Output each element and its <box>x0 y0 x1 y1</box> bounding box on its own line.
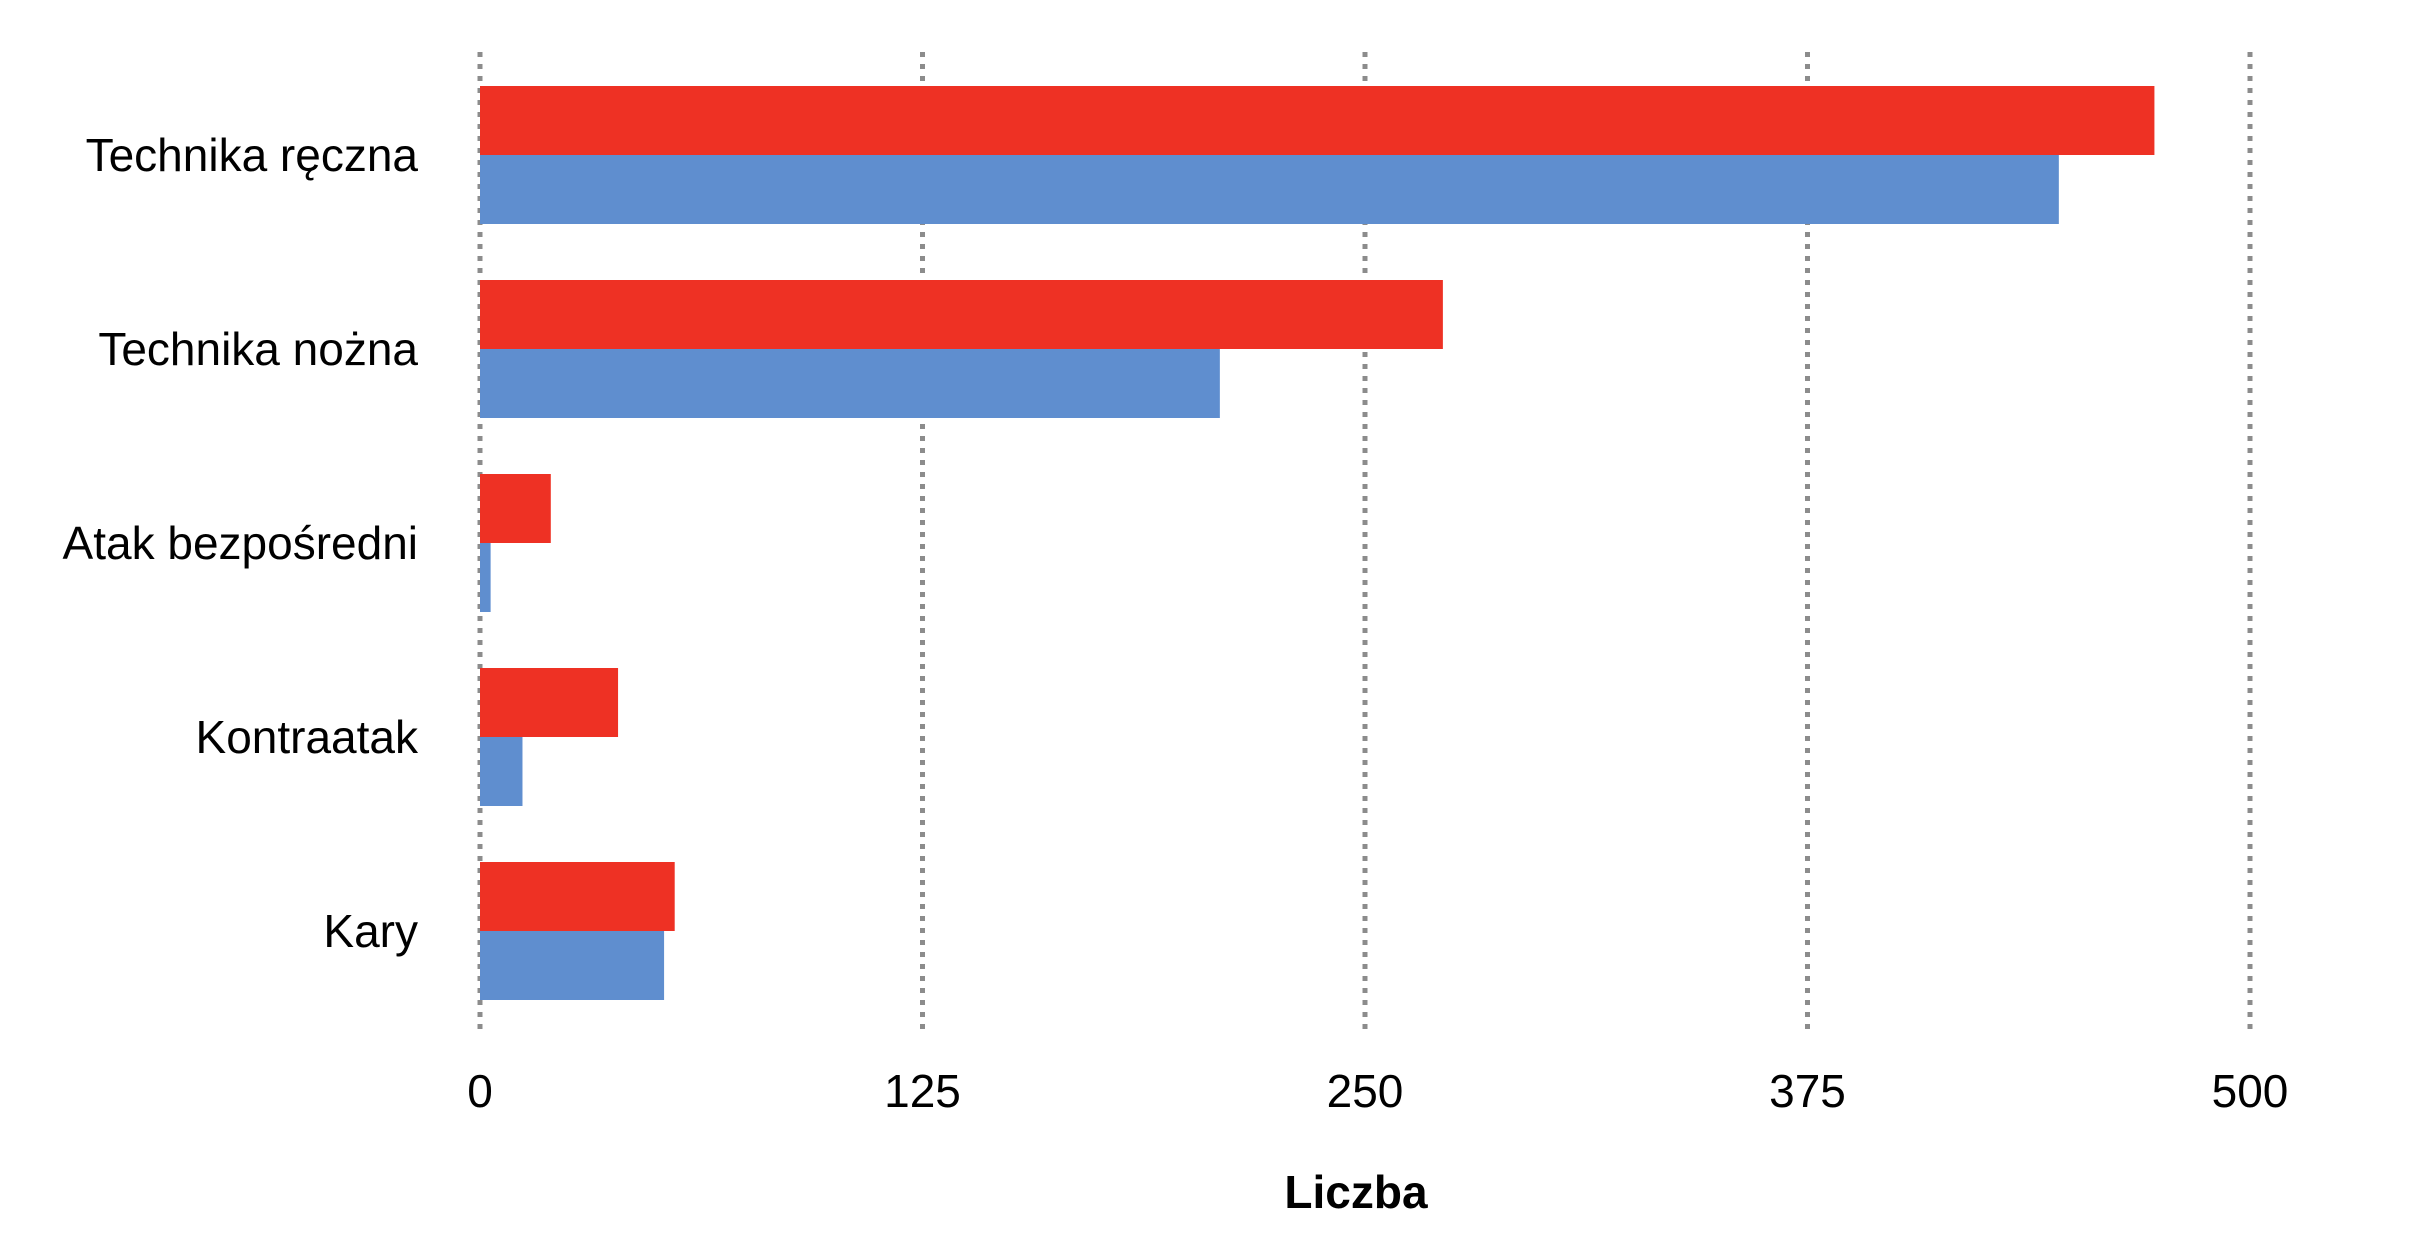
bar-red-1 <box>480 280 1443 349</box>
category-label: Kary <box>323 905 418 957</box>
category-label: Technika ręczna <box>86 129 419 181</box>
bar-blue-1 <box>480 349 1220 418</box>
category-labels: Technika ręczna Technika nożna Atak bezpoś… <box>63 129 419 957</box>
x-axis-title: Liczba <box>1284 1166 1428 1218</box>
x-tick-label: 250 <box>1327 1065 1404 1117</box>
category-label: Technika nożna <box>98 323 418 375</box>
bar-blue-4 <box>480 931 665 1000</box>
bar-red-2 <box>480 474 551 543</box>
bar-red-0 <box>480 86 2155 155</box>
x-tick-label: 125 <box>884 1065 961 1117</box>
bar-blue-3 <box>480 737 523 806</box>
bar-red-3 <box>480 668 619 737</box>
x-tick-label: 375 <box>1769 1065 1846 1117</box>
category-label: Kontraatak <box>196 711 419 763</box>
bar-blue-2 <box>480 543 491 612</box>
bars <box>480 86 2155 1000</box>
bar-red-4 <box>480 862 675 931</box>
x-tick-labels: 0 125 250 375 500 <box>467 1065 2288 1117</box>
bar-blue-0 <box>480 155 2059 224</box>
category-label: Atak bezpośredni <box>63 517 418 569</box>
x-tick-label: 500 <box>2212 1065 2289 1117</box>
x-tick-label: 0 <box>467 1065 493 1117</box>
